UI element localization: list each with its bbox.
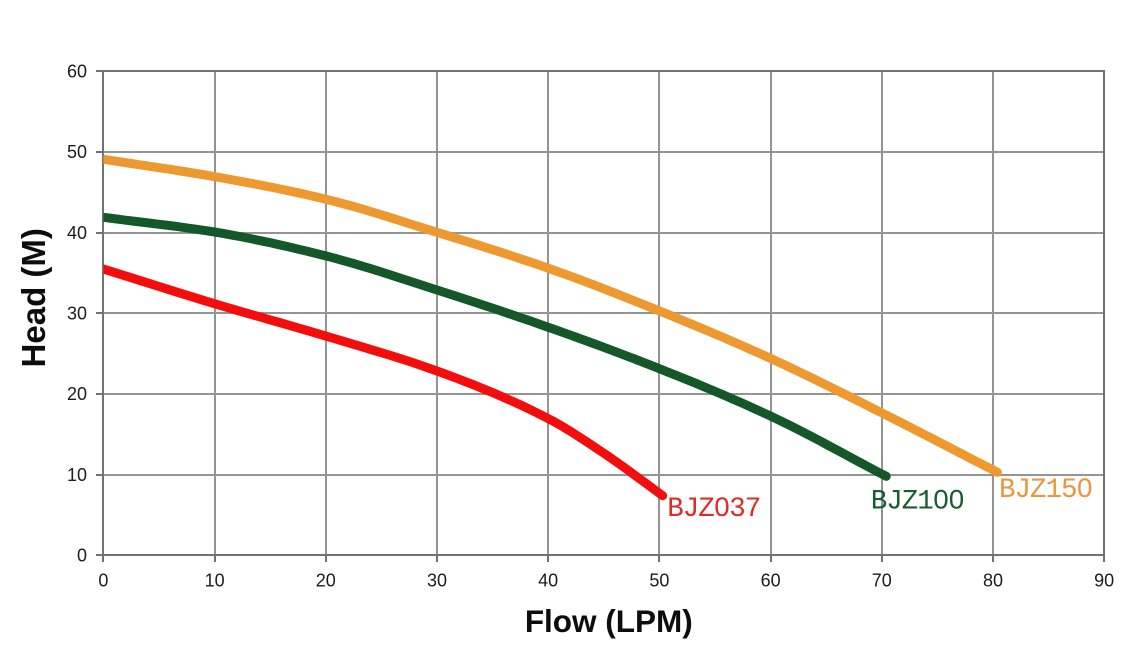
svg-text:40: 40 xyxy=(67,223,87,243)
svg-text:BJZ100: BJZ100 xyxy=(871,487,964,518)
svg-text:50: 50 xyxy=(649,570,669,590)
svg-text:40: 40 xyxy=(538,570,558,590)
svg-text:30: 30 xyxy=(427,570,447,590)
svg-text:10: 10 xyxy=(67,465,87,485)
svg-text:60: 60 xyxy=(67,62,87,82)
svg-text:80: 80 xyxy=(983,570,1003,590)
svg-text:Flow (LPM): Flow (LPM) xyxy=(525,603,693,639)
svg-text:70: 70 xyxy=(872,570,892,590)
svg-text:90: 90 xyxy=(1094,570,1114,590)
svg-text:Head (M): Head (M) xyxy=(15,228,52,367)
svg-text:30: 30 xyxy=(67,304,87,324)
svg-text:0: 0 xyxy=(98,570,108,590)
svg-text:20: 20 xyxy=(67,384,87,404)
svg-text:10: 10 xyxy=(205,570,225,590)
svg-text:60: 60 xyxy=(761,570,781,590)
svg-text:BJZ150: BJZ150 xyxy=(999,475,1092,506)
svg-text:0: 0 xyxy=(77,546,87,566)
svg-text:50: 50 xyxy=(67,142,87,162)
svg-text:BJZ037: BJZ037 xyxy=(667,494,760,525)
svg-text:20: 20 xyxy=(316,570,336,590)
